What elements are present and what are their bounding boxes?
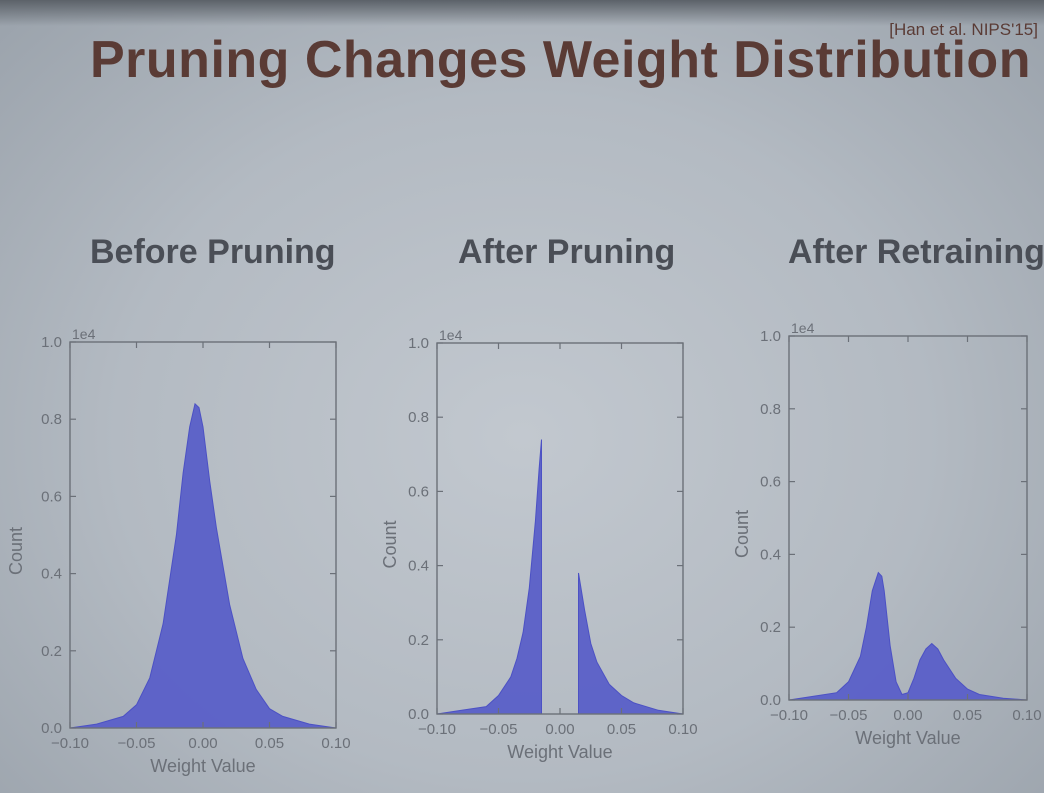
chart-2-ytick-label: 0.0	[760, 692, 781, 709]
slide-top-shadow	[0, 0, 1044, 26]
chart-1-xtick-label: 0.05	[607, 721, 636, 738]
chart-1-ylabel: Count	[380, 520, 400, 568]
chart-1-ytick-label: 0.6	[408, 483, 429, 500]
chart-0-xtick-label: −0.05	[118, 735, 156, 752]
chart-2-y-multiplier: 1e4	[791, 320, 815, 336]
chart-0-xtick-label: 0.10	[321, 735, 350, 752]
chart-2-xtick-label: 0.05	[953, 707, 982, 724]
panel-title-after-retraining: After Retraining	[788, 233, 1044, 271]
chart-1-xtick-label: 0.10	[668, 721, 697, 738]
chart-2-xlabel: Weight Value	[855, 728, 960, 748]
chart-1-xtick-label: −0.10	[418, 721, 456, 738]
chart-0-ytick-label: 0.8	[41, 411, 62, 428]
chart-1-ytick-label: 0.8	[408, 409, 429, 426]
chart-0-xtick-label: 0.05	[255, 735, 284, 752]
chart-2-xtick-label: 0.00	[893, 707, 922, 724]
chart-0-ytick-label: 0.0	[41, 720, 62, 737]
chart-0-ytick-label: 1.0	[41, 334, 62, 351]
chart-2-axes-frame	[788, 335, 1028, 701]
chart-1-series-0-area	[436, 439, 542, 715]
chart-1-axes-frame	[436, 342, 684, 715]
chart-1-xtick-label: −0.05	[480, 721, 518, 738]
chart-1-series-1-area	[578, 572, 684, 715]
chart-1-ytick-label: 0.0	[408, 706, 429, 723]
chart-0-xtick-label: −0.10	[51, 735, 89, 752]
chart-2-ytick-label: 1.0	[760, 328, 781, 345]
chart-0-series-0-area	[69, 402, 337, 729]
chart-2-ytick-label: 0.4	[760, 546, 781, 563]
chart-1-xtick-label: 0.00	[545, 721, 574, 738]
chart-2-ytick-label: 0.6	[760, 474, 781, 491]
slide-title: Pruning Changes Weight Distribution	[90, 31, 1031, 89]
chart-0-ytick-label: 0.4	[41, 566, 62, 583]
chart-1-y-multiplier: 1e4	[439, 327, 463, 343]
chart-1-xlabel: Weight Value	[507, 742, 612, 762]
chart-0-xlabel: Weight Value	[150, 756, 255, 776]
chart-0-ytick-label: 0.2	[41, 643, 62, 660]
panel-title-after-pruning: After Pruning	[458, 233, 676, 271]
chart-0-ytick-label: 0.6	[41, 488, 62, 505]
panel-title-before-pruning: Before Pruning	[90, 233, 336, 271]
chart-2-xtick-label: −0.10	[770, 707, 808, 724]
chart-2-ytick-label: 0.2	[760, 619, 781, 636]
chart-0-xtick-label: 0.00	[188, 735, 217, 752]
chart-2-xtick-label: 0.10	[1012, 707, 1041, 724]
chart-1-ytick-label: 0.2	[408, 632, 429, 649]
citation: [Han et al. NIPS'15]	[889, 20, 1038, 39]
chart-2-xtick-label: −0.05	[830, 707, 868, 724]
chart-2-series-0-area	[788, 571, 1028, 701]
chart-0-y-multiplier: 1e4	[72, 326, 96, 342]
chart-1-ytick-label: 1.0	[408, 335, 429, 352]
chart-2-ytick-label: 0.8	[760, 401, 781, 418]
chart-1-ytick-label: 0.4	[408, 558, 429, 575]
chart-2-ylabel: Count	[732, 510, 752, 558]
chart-0-ylabel: Count	[6, 527, 26, 575]
